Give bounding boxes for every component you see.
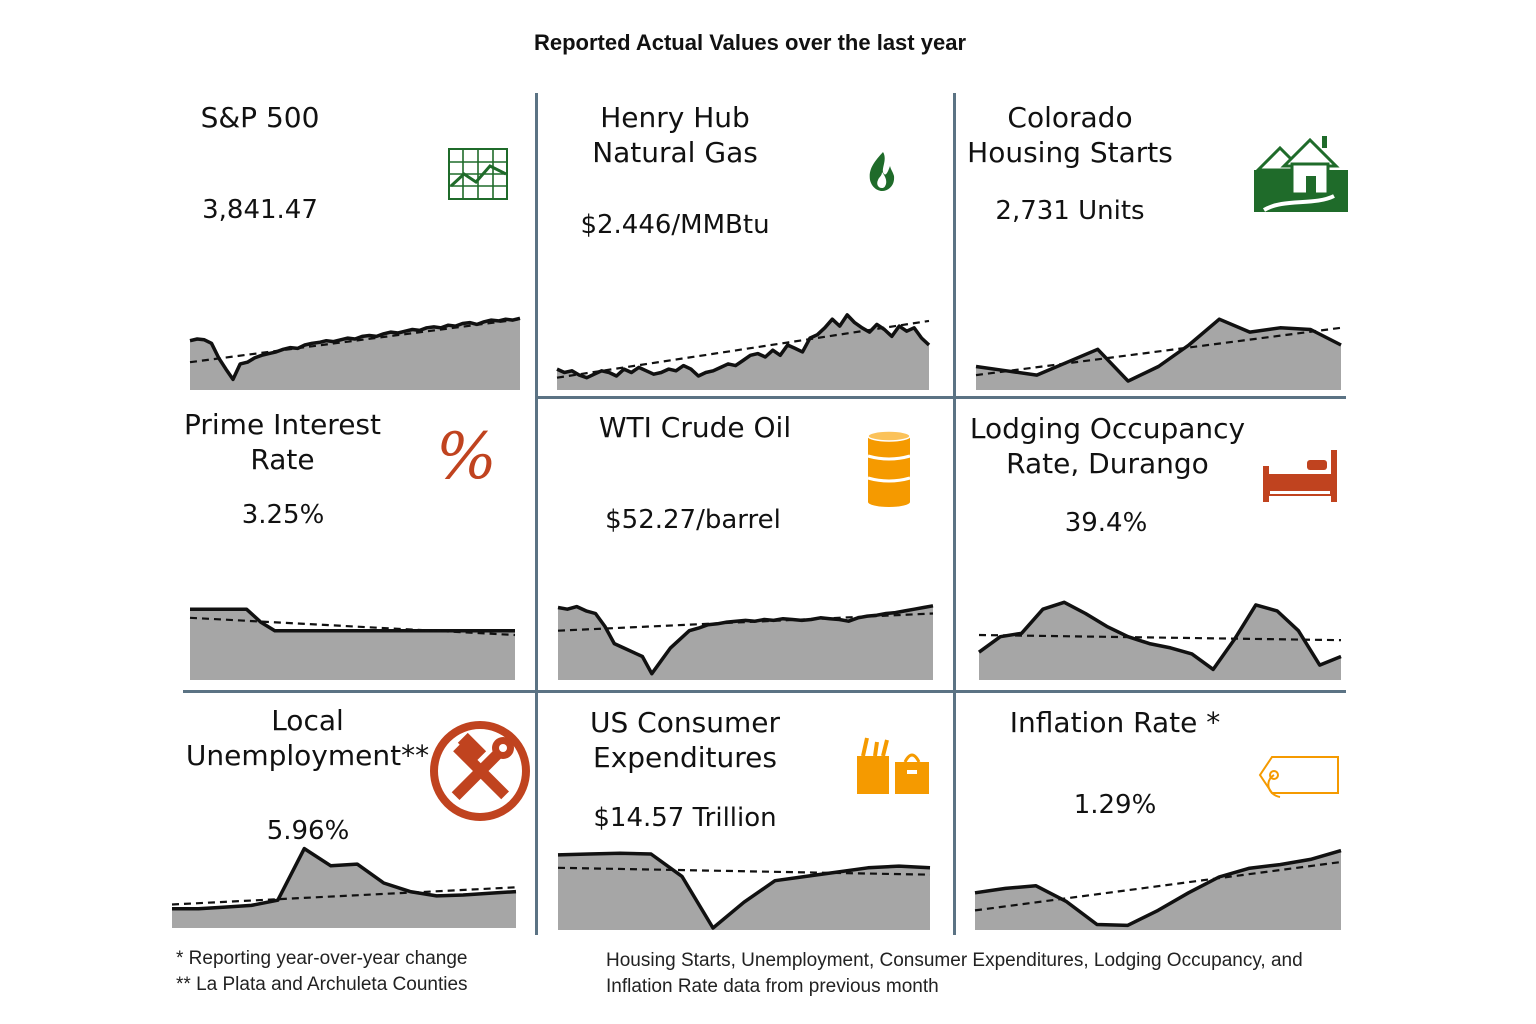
chart-series-line xyxy=(977,600,1342,672)
chart-area xyxy=(976,319,1341,390)
chart-area xyxy=(190,609,515,680)
sp500-value: 3,841.47 xyxy=(202,195,318,225)
wti-chart xyxy=(557,604,934,680)
chart-area xyxy=(557,314,929,390)
prime-rate-title: Prime Interest Rate xyxy=(184,408,381,476)
chart-series-line xyxy=(190,607,515,633)
chart-area xyxy=(979,602,1341,680)
footnote-left: * Reporting year-over-year change ** La … xyxy=(176,948,468,995)
chart-area xyxy=(558,605,933,680)
henry-hub-title: Henry Hub Natural Gas xyxy=(592,101,758,169)
chart-series-line xyxy=(189,316,521,382)
inflation-title: Inflation Rate * xyxy=(1009,706,1221,739)
footnote-right: Housing Starts, Unemployment, Consumer E… xyxy=(606,950,1303,997)
line-chart-icon xyxy=(448,148,508,200)
tools-icon xyxy=(430,721,530,821)
divider-vertical-2 xyxy=(953,93,956,935)
consumer-expenditures-value: $14.57 Trillion xyxy=(593,803,777,833)
unemployment-chart xyxy=(171,846,517,928)
chart-series-line xyxy=(974,848,1342,928)
chart-trend-line xyxy=(557,612,934,632)
shopping-bags-icon xyxy=(857,737,929,794)
chart-trend-line xyxy=(189,616,516,637)
lodging-title: Lodging Occupancy Rate, Durango xyxy=(969,412,1246,480)
wti-title: WTI Crude Oil xyxy=(598,411,792,444)
housing-starts-value: 2,731 Units xyxy=(995,196,1145,226)
henry-hub-chart xyxy=(556,313,931,390)
chart-trend-line xyxy=(171,886,517,906)
divider-horizontal-1 xyxy=(535,396,1346,399)
housing-starts-title: Colorado Housing Starts xyxy=(967,101,1173,169)
divider-vertical-1 xyxy=(535,93,538,935)
housing-starts-chart xyxy=(975,317,1342,390)
chart-series-line xyxy=(172,846,517,911)
sp500-title: S&P 500 xyxy=(200,101,320,134)
lodging-chart xyxy=(977,600,1342,680)
henry-hub-value: $2.446/MMBtu xyxy=(580,210,770,240)
consumer-expenditures-chart xyxy=(557,851,931,930)
chart-area xyxy=(975,850,1341,930)
lodging-value: 39.4% xyxy=(1064,508,1148,538)
chart-area xyxy=(190,318,520,390)
unemployment-value: 5.96% xyxy=(266,816,350,846)
bed-icon xyxy=(1263,450,1337,502)
inflation-value: 1.29% xyxy=(1073,790,1157,820)
chart-trend-line xyxy=(975,326,1342,377)
flame-icon xyxy=(869,152,895,191)
wti-value: $52.27/barrel xyxy=(605,505,781,535)
prime-rate-value: 3.25% xyxy=(241,500,325,530)
chart-series-line xyxy=(975,317,1342,383)
chart-trend-line xyxy=(557,866,931,876)
chart-series-line xyxy=(557,851,931,930)
sp500-chart xyxy=(189,316,521,390)
inflation-chart xyxy=(974,848,1342,930)
chart-trend-line xyxy=(978,633,1342,642)
chart-trend-line xyxy=(556,319,930,379)
chart-trend-line xyxy=(189,318,521,364)
chart-area xyxy=(172,848,516,928)
chart-area xyxy=(558,853,930,930)
page-title: Reported Actual Values over the last yea… xyxy=(533,30,967,55)
divider-horizontal-2 xyxy=(183,690,1346,693)
chart-trend-line xyxy=(974,860,1342,912)
prime-rate-chart xyxy=(189,607,516,680)
unemployment-title: Local Unemployment** xyxy=(185,704,430,772)
consumer-expenditures-title: US Consumer Expenditures xyxy=(590,706,780,774)
price-tag-icon xyxy=(1258,756,1339,798)
percent-icon: % xyxy=(436,420,497,494)
houses-icon xyxy=(1254,136,1348,212)
oil-barrel-icon xyxy=(867,430,911,507)
